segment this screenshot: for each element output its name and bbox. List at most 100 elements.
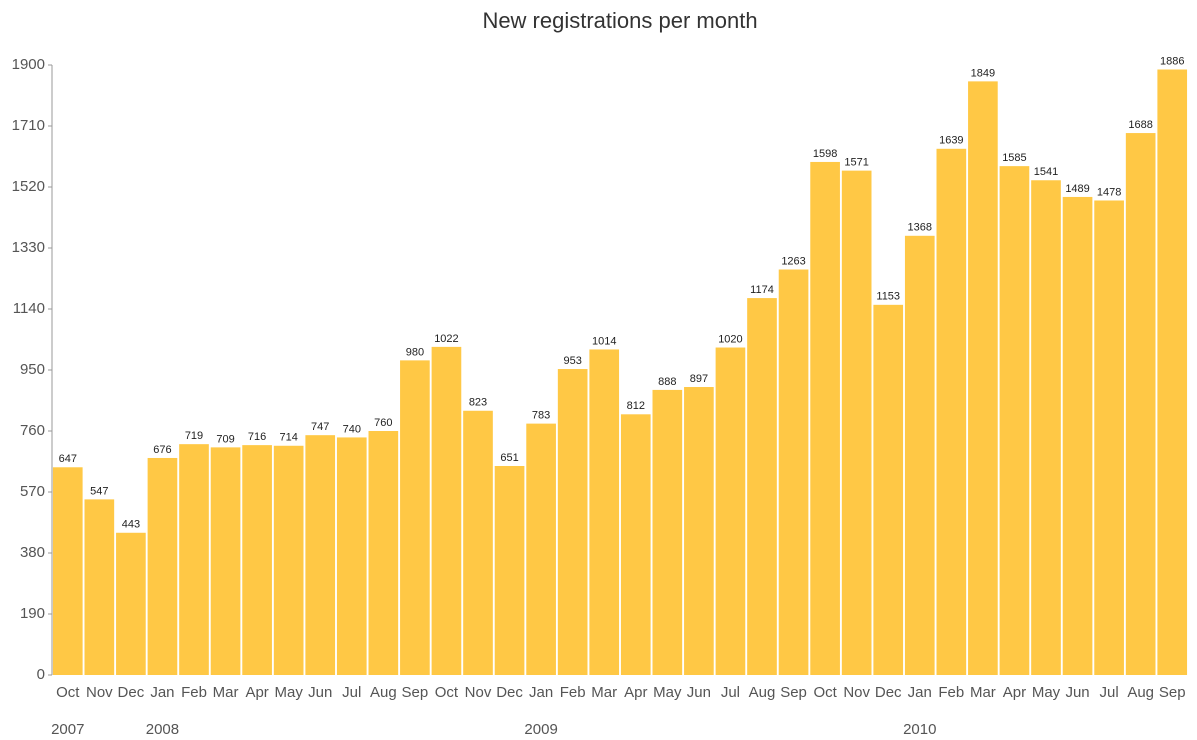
bar — [116, 532, 146, 675]
x-tick-label: Oct — [435, 684, 459, 701]
y-tick-label: 1140 — [13, 300, 45, 317]
x-tick-label: Nov — [86, 684, 113, 701]
bar — [652, 389, 683, 675]
x-tick-label: Jan — [150, 684, 174, 701]
x-tick-label: Jan — [529, 684, 553, 701]
x-tick-label: Jun — [687, 684, 711, 701]
x-tick-label: Aug — [370, 684, 397, 701]
x-tick-label: Nov — [465, 684, 492, 701]
bar — [305, 435, 336, 675]
x-tick-label: Feb — [181, 684, 207, 701]
x-tick-label: Oct — [813, 684, 837, 701]
x-tick-label: Apr — [1003, 684, 1026, 701]
bar — [1157, 69, 1188, 675]
x-tick-label: Oct — [56, 684, 80, 701]
x-tick-label: May — [1032, 684, 1061, 701]
value-label: 980 — [406, 346, 424, 358]
x-tick-label: Nov — [843, 684, 870, 701]
value-label: 897 — [690, 373, 708, 385]
x-tick-label: Aug — [1127, 684, 1154, 701]
value-label: 823 — [469, 397, 487, 409]
y-tick-label: 1520 — [12, 178, 45, 195]
chart-title: New registrations per month — [482, 8, 757, 33]
bar — [1031, 180, 1061, 676]
value-label: 647 — [59, 453, 77, 465]
value-label: 443 — [122, 519, 140, 531]
value-label: 747 — [311, 421, 329, 433]
x-tick-label: Mar — [213, 684, 239, 701]
bar — [968, 81, 998, 676]
x-tick-label: Dec — [875, 684, 902, 701]
year-label: 2007 — [51, 721, 84, 738]
value-label: 676 — [153, 444, 171, 456]
x-tick-label: Apr — [624, 684, 647, 701]
y-tick-label: 0 — [37, 666, 45, 683]
bar — [242, 445, 272, 675]
bar — [84, 499, 115, 675]
x-tick-label: Aug — [749, 684, 776, 701]
x-tick-label: Jan — [908, 684, 932, 701]
bar — [1094, 200, 1124, 676]
value-label: 760 — [374, 417, 392, 429]
value-label: 1263 — [781, 255, 805, 267]
value-label: 1368 — [908, 222, 932, 234]
y-tick-label: 950 — [20, 361, 45, 378]
value-label: 1688 — [1128, 119, 1152, 131]
x-tick-label: Sep — [1159, 684, 1186, 701]
x-tick-label: Apr — [245, 684, 268, 701]
x-tick-label: Sep — [402, 684, 429, 701]
value-label: 1489 — [1065, 183, 1089, 195]
y-tick-label: 570 — [20, 483, 45, 500]
y-tick-label: 760 — [20, 422, 45, 439]
value-label: 1585 — [1002, 152, 1026, 164]
y-tick-label: 380 — [20, 544, 45, 561]
bar — [810, 161, 840, 676]
bar — [841, 170, 872, 675]
bar — [904, 235, 935, 676]
x-tick-label: Mar — [591, 684, 617, 701]
bar — [557, 369, 588, 675]
bar — [936, 148, 967, 675]
x-tick-label: Dec — [118, 684, 145, 701]
value-label: 547 — [90, 485, 108, 497]
value-label: 783 — [532, 410, 550, 422]
value-label: 719 — [185, 430, 203, 442]
value-label: 1541 — [1034, 166, 1058, 178]
value-label: 812 — [627, 400, 645, 412]
value-label: 1571 — [844, 157, 868, 169]
y-tick-label: 1710 — [12, 117, 45, 134]
value-label: 1639 — [939, 135, 963, 147]
bar — [431, 346, 462, 675]
value-label: 1849 — [971, 67, 995, 79]
x-tick-label: May — [653, 684, 682, 701]
year-label: 2010 — [903, 721, 936, 738]
value-label: 709 — [216, 433, 234, 445]
x-tick-label: Jul — [721, 684, 740, 701]
x-tick-label: Dec — [496, 684, 523, 701]
bar — [400, 360, 430, 675]
bar — [463, 410, 493, 675]
x-tick-label: Feb — [938, 684, 964, 701]
value-label: 1174 — [750, 284, 774, 296]
bar — [873, 304, 904, 675]
bar — [620, 414, 651, 675]
bar — [715, 347, 746, 675]
value-label: 1886 — [1160, 55, 1184, 67]
value-label: 953 — [563, 355, 581, 367]
bar — [336, 437, 367, 675]
bar — [747, 298, 777, 675]
bar — [1062, 196, 1093, 675]
value-label: 1020 — [718, 333, 742, 345]
bar — [273, 445, 304, 675]
bar — [778, 269, 809, 675]
bar — [526, 423, 556, 675]
value-label: 1022 — [434, 333, 458, 345]
value-label: 1478 — [1097, 186, 1121, 198]
bar — [999, 166, 1030, 675]
value-label: 1153 — [876, 291, 900, 303]
bar — [1125, 133, 1156, 675]
bar — [494, 465, 525, 675]
bar — [589, 349, 620, 675]
x-tick-label: Jul — [342, 684, 361, 701]
